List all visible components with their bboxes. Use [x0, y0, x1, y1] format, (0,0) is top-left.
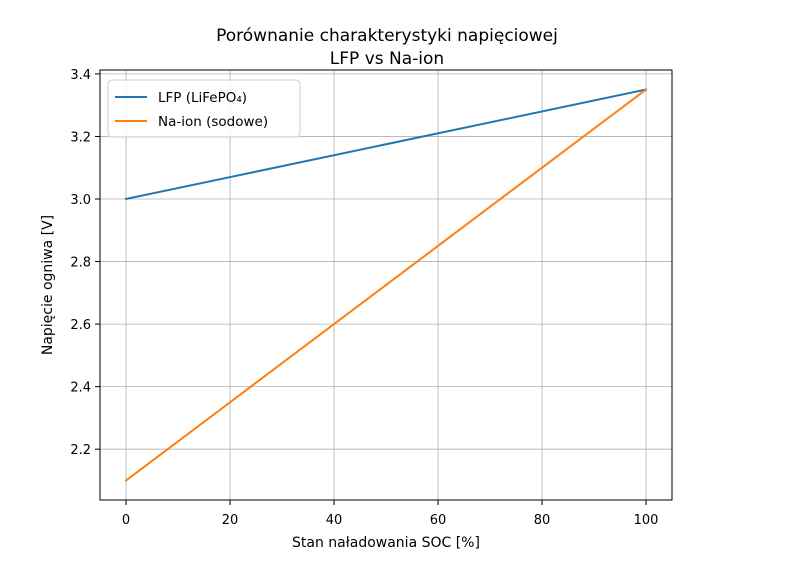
chart-subtitle: LFP vs Na-ion	[330, 49, 444, 69]
legend-label-na-ion: Na-ion (sodowe)	[158, 114, 268, 130]
x-tick-label: 80	[534, 513, 551, 528]
x-axis-ticks: 0 20 40 60 80 100	[122, 500, 659, 528]
series-line-na-ion	[124, 88, 648, 482]
x-tick-label: 40	[326, 513, 343, 528]
plot-area-frame	[99, 69, 673, 501]
legend: LFP (LiFePO₄) Na-ion (sodowe)	[107, 79, 301, 138]
y-tick-label: 2.4	[70, 381, 91, 396]
series-line-lfp	[124, 88, 648, 201]
series-lines	[124, 88, 648, 482]
y-axis-ticks: 2.2 2.4 2.6 2.8 3.0 3.2 3.4	[70, 68, 100, 458]
y-tick-label: 2.6	[70, 318, 91, 333]
y-tick-label: 2.2	[70, 443, 91, 458]
y-tick-label: 3.2	[70, 130, 91, 145]
legend-label-lfp: LFP (LiFePO₄)	[158, 90, 247, 106]
x-tick-label: 60	[430, 513, 447, 528]
y-tick-label: 2.8	[70, 256, 91, 271]
x-tick-label: 100	[634, 513, 659, 528]
x-tick-label: 20	[222, 513, 239, 528]
chart-title: Porównanie charakterystyki napięciowej	[216, 26, 558, 46]
y-tick-label: 3.0	[70, 193, 91, 208]
legend-box	[107, 79, 301, 138]
x-axis-label: Stan naładowania SOC [%]	[292, 535, 480, 551]
x-tick-label: 0	[122, 513, 130, 528]
y-axis-label: Napięcie ogniwa [V]	[40, 215, 56, 355]
y-tick-label: 3.4	[70, 68, 91, 83]
